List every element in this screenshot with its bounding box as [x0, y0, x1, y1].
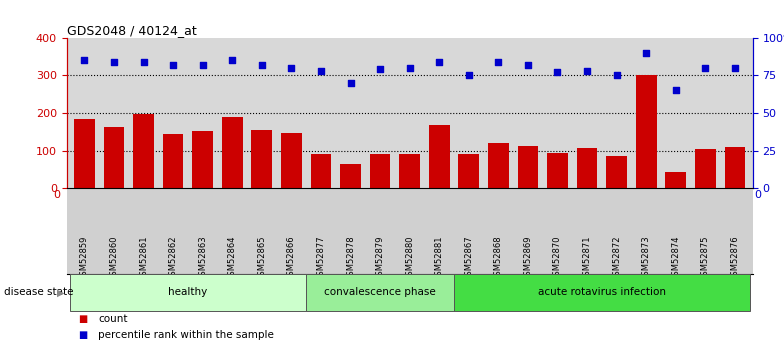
Bar [724, 147, 746, 188]
Point [167, 62, 180, 68]
Text: GDS2048 / 40124_at: GDS2048 / 40124_at [67, 24, 196, 37]
Point [492, 59, 505, 65]
Bar [192, 131, 213, 188]
Bar [306, 274, 454, 310]
Text: ■: ■ [78, 330, 88, 339]
Text: acute rotavirus infection: acute rotavirus infection [538, 287, 666, 297]
Bar [252, 130, 272, 188]
Bar [163, 134, 183, 188]
Point [314, 68, 327, 74]
Point [551, 70, 564, 75]
Point [521, 62, 534, 68]
Point [670, 88, 682, 93]
Point [226, 58, 238, 63]
Point [581, 68, 593, 74]
Point [256, 62, 268, 68]
Point [285, 65, 298, 71]
Point [433, 59, 445, 65]
Text: convalescence phase: convalescence phase [325, 287, 436, 297]
Point [137, 59, 150, 65]
Bar [310, 154, 332, 188]
Bar [133, 115, 154, 188]
Point [344, 80, 357, 86]
Text: percentile rank within the sample: percentile rank within the sample [98, 330, 274, 339]
Point [699, 65, 712, 71]
Point [403, 65, 416, 71]
Point [728, 65, 741, 71]
Point [107, 59, 120, 65]
Bar [454, 274, 750, 310]
Bar [74, 119, 95, 188]
Text: ▶: ▶ [57, 287, 65, 297]
Bar [606, 156, 627, 188]
Text: healthy: healthy [169, 287, 208, 297]
Bar [459, 154, 479, 188]
Bar [517, 146, 539, 188]
Bar [370, 154, 390, 188]
Point [463, 73, 475, 78]
Point [640, 50, 652, 56]
Text: count: count [98, 314, 128, 324]
Bar [70, 274, 306, 310]
Text: disease state: disease state [4, 287, 74, 297]
Bar [666, 172, 686, 188]
Bar [281, 133, 302, 188]
Point [611, 73, 623, 78]
Point [78, 58, 91, 63]
Bar [488, 143, 509, 188]
Bar [577, 148, 597, 188]
Text: 0: 0 [53, 190, 60, 200]
Bar [547, 153, 568, 188]
Point [196, 62, 209, 68]
Text: 0: 0 [754, 190, 761, 200]
Bar [340, 164, 361, 188]
Text: ■: ■ [78, 314, 88, 324]
Point [374, 67, 387, 72]
Bar [636, 76, 656, 188]
Bar [429, 125, 449, 188]
Bar [222, 118, 242, 188]
Bar [695, 149, 716, 188]
Bar [103, 127, 125, 188]
Bar [399, 154, 420, 188]
